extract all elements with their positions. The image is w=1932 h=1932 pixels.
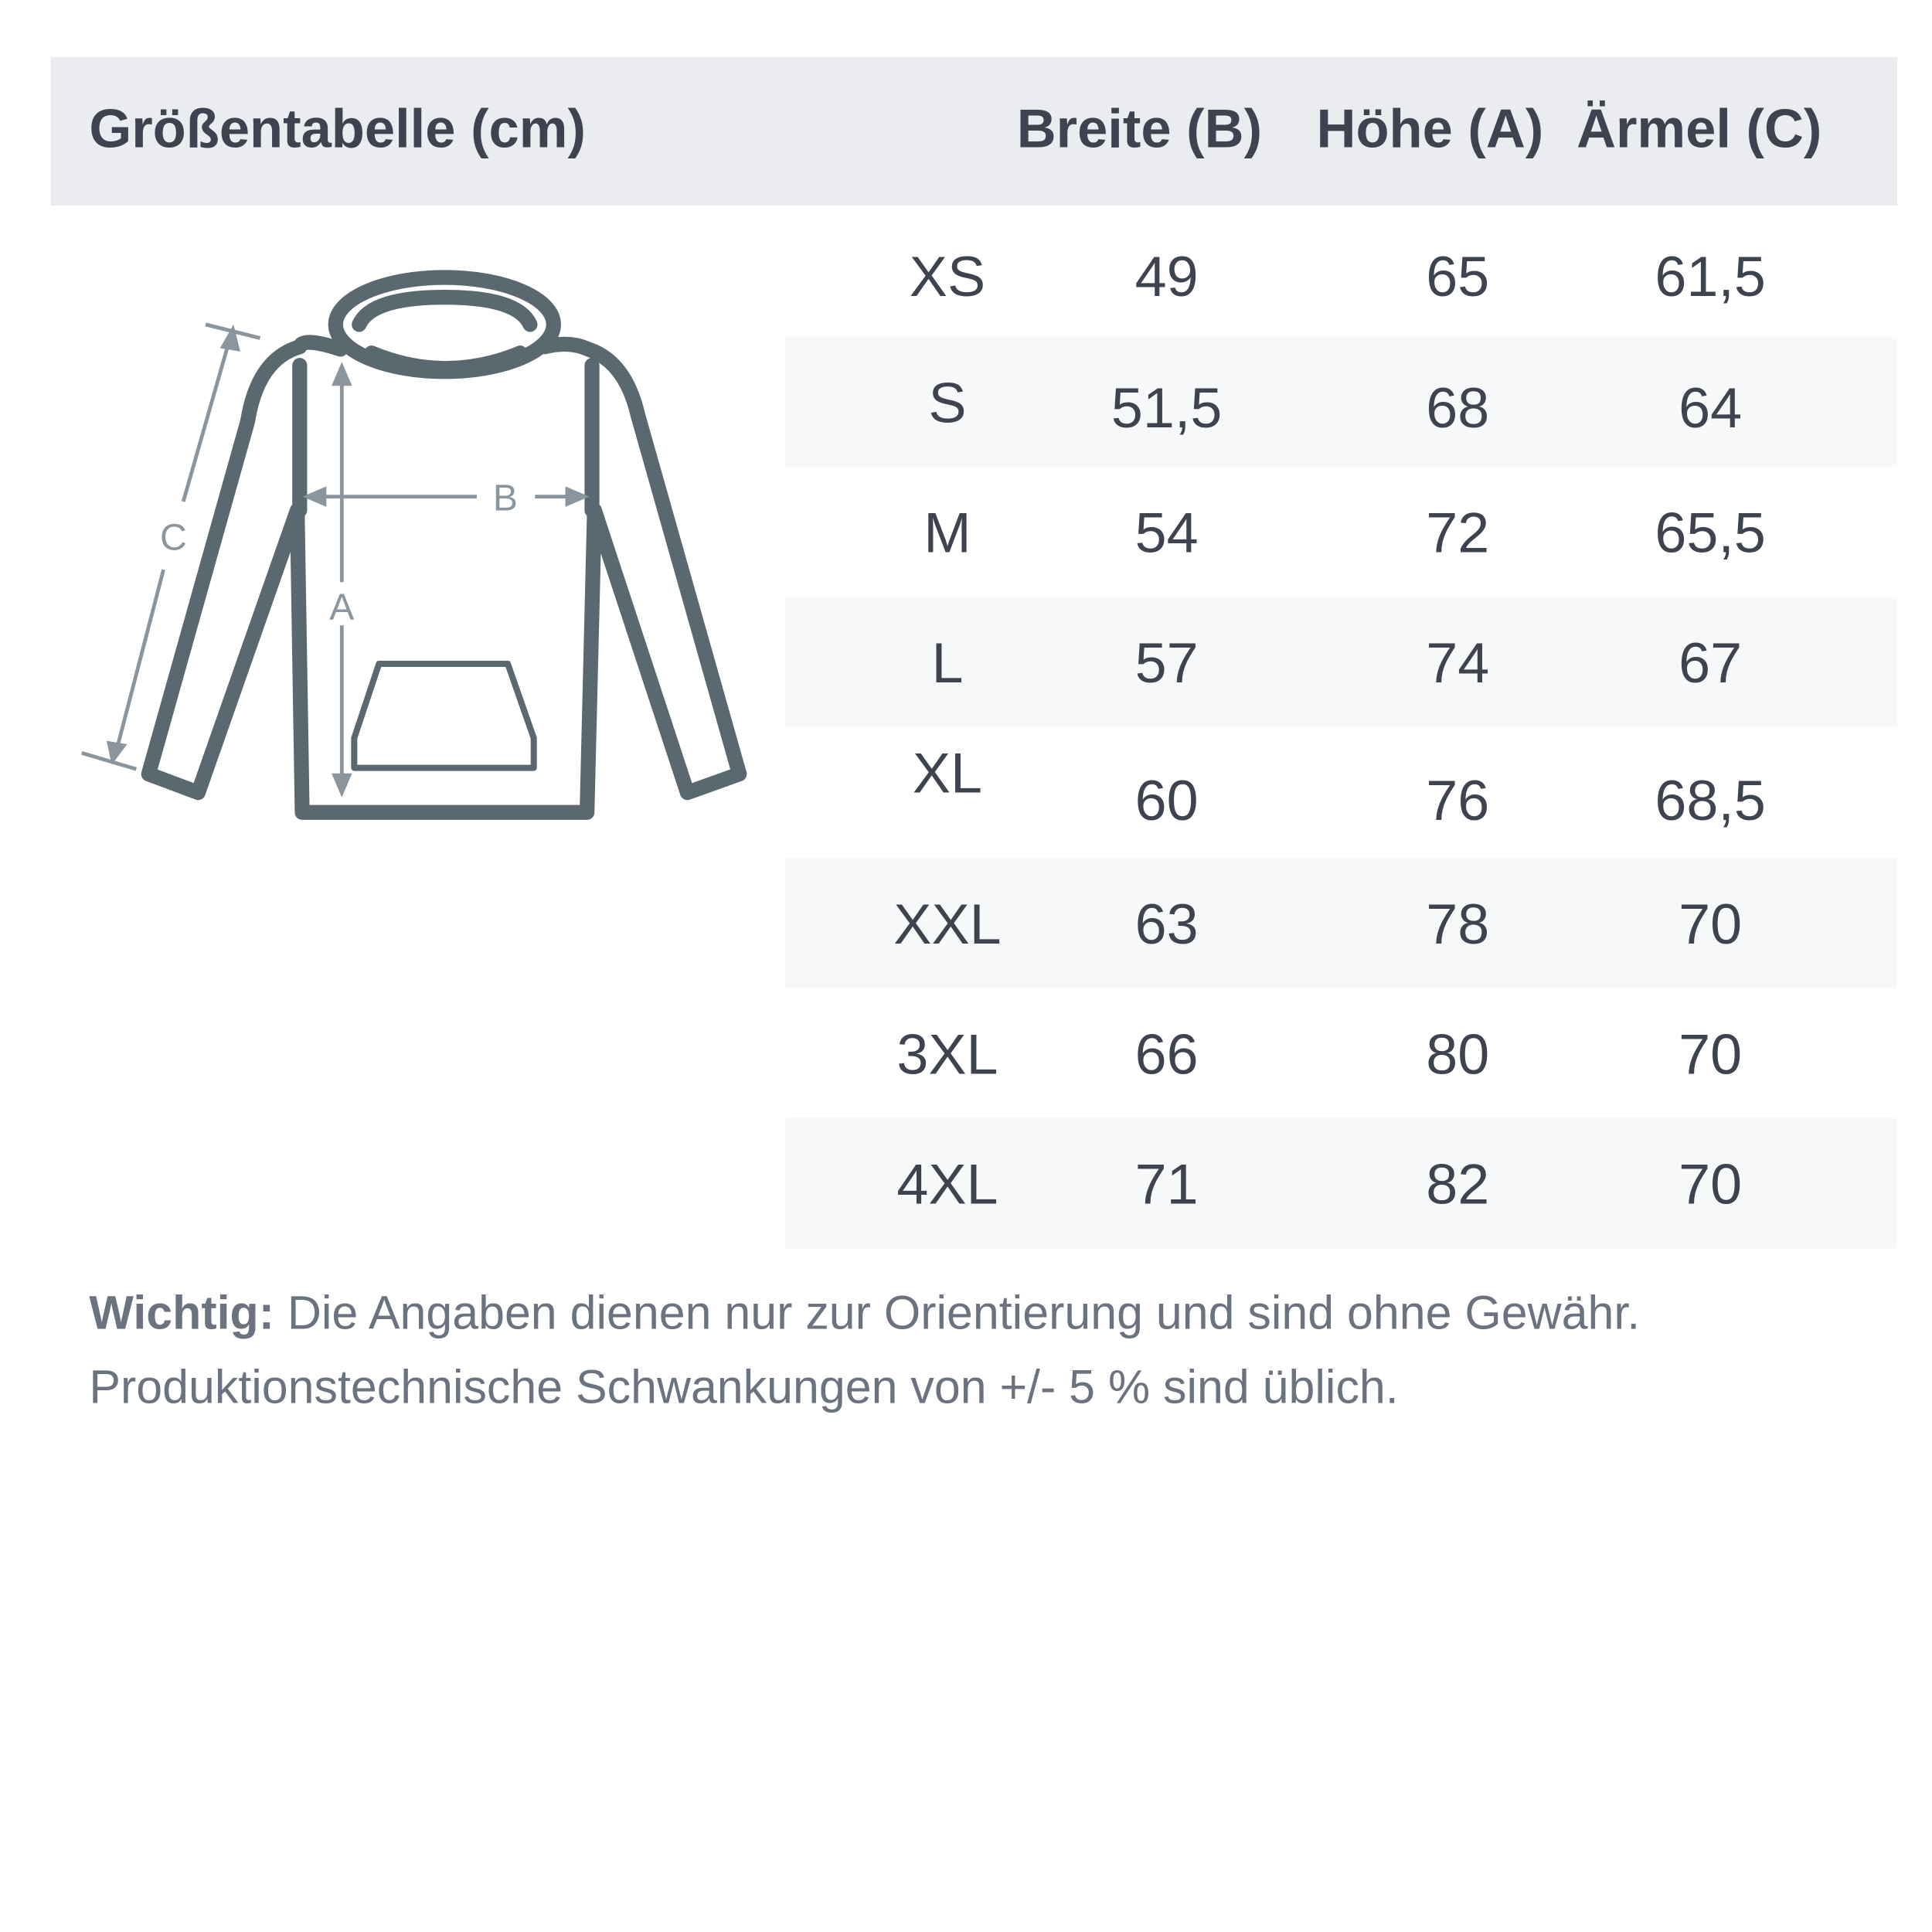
cell-breite: 51,5 [1111,375,1223,440]
label-b: B [493,477,518,519]
cell-breite: 49 [1134,243,1199,309]
cell-breite: 63 [1134,891,1199,957]
cell-size: 3XL [896,1022,998,1087]
cell-size: XS [909,243,986,309]
cell-aermel: 61,5 [1655,243,1766,309]
cell-aermel: 65,5 [1655,500,1766,565]
cell-breite: 66 [1134,1022,1199,1087]
cell-breite: 60 [1134,767,1199,832]
table-row: XS 49 65 61,5 [785,210,1897,340]
hoodie-diagram: B A C [81,270,747,820]
table-header: Größentabelle (cm) Breite (B) Höhe (A) Ä… [50,56,1898,206]
cell-size: 4XL [896,1151,998,1216]
cell-size: XXL [893,891,1002,957]
column-header-hoehe: Höhe (A) [1316,99,1544,160]
cell-size: L [931,630,964,696]
cell-hoehe: 80 [1426,1022,1490,1087]
cell-hoehe: 68 [1426,375,1490,440]
table-row: M 54 72 65,5 [785,467,1897,597]
cell-size: M [923,500,971,565]
cell-aermel: 70 [1679,1022,1743,1087]
note-line-1: Wichtig: Die Angaben dienen nur zur Orie… [89,1288,1640,1342]
note-label: Wichtig: [89,1287,274,1340]
chart-title: Größentabelle (cm) [89,99,586,160]
cell-breite: 54 [1134,500,1199,565]
cell-hoehe: 74 [1426,630,1490,696]
label-a: A [329,586,354,628]
table-row: L 57 74 67 [785,597,1898,727]
table-row: S 51,5 68 64 [785,336,1898,468]
table-row: 4XL 71 82 70 [785,1118,1898,1249]
hoodie-outline-icon [141,270,747,820]
measure-lines [81,322,590,798]
cell-aermel: 70 [1679,891,1743,957]
cell-aermel: 67 [1679,630,1743,696]
cell-hoehe: 82 [1426,1151,1490,1216]
cell-aermel: 68,5 [1655,767,1766,832]
cell-hoehe: 76 [1426,767,1490,832]
column-header-breite: Breite (B) [1016,99,1263,160]
cell-aermel: 70 [1679,1151,1743,1216]
cell-size: XL [912,740,983,805]
cell-size: S [928,370,967,435]
cell-breite: 71 [1134,1151,1199,1216]
note-line-2: Produktionstechnische Schwankungen von +… [89,1362,1399,1415]
table-row: XL 60 76 68,5 [785,727,1897,857]
table-row: 3XL 66 80 70 [785,988,1897,1118]
cell-breite: 57 [1134,630,1199,696]
table-row: XXL 63 78 70 [785,858,1898,988]
note-text-1: Die Angaben dienen nur zur Orientierung … [274,1287,1641,1340]
cell-hoehe: 65 [1426,243,1490,309]
cell-hoehe: 72 [1426,500,1490,565]
cell-aermel: 64 [1679,375,1743,440]
label-c: C [160,517,187,559]
column-header-aermel: Ärmel (C) [1577,99,1822,160]
cell-hoehe: 78 [1426,891,1490,957]
